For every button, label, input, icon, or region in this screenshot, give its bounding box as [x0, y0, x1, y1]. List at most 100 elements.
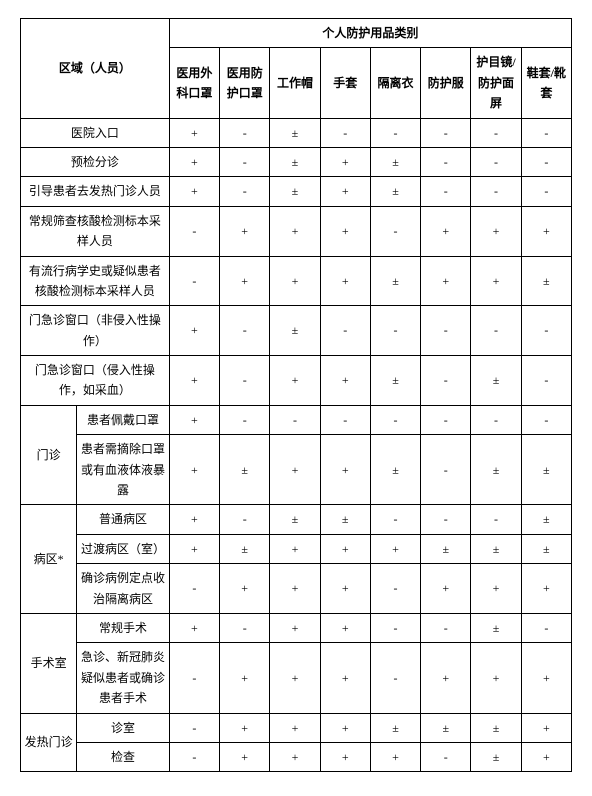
cell: +: [320, 356, 370, 406]
cell: ±: [320, 505, 370, 534]
cell: +: [521, 713, 571, 742]
cell: +: [169, 147, 219, 176]
cell: ±: [471, 356, 521, 406]
cell: -: [370, 405, 420, 434]
header-area: 区域（人员）: [21, 19, 170, 119]
cell: +: [220, 564, 270, 614]
table-row: 门急诊窗口（侵入性操作，如采血） + - + + ± - ± -: [21, 356, 572, 406]
cell: ±: [220, 534, 270, 563]
cell: ±: [471, 534, 521, 563]
cell: ±: [370, 435, 420, 505]
cell: ±: [370, 356, 420, 406]
table-row: 常规筛查核酸检测标本采样人员 - + + + - + + +: [21, 206, 572, 256]
cell: ±: [270, 306, 320, 356]
cell: +: [521, 742, 571, 771]
cell: +: [320, 206, 370, 256]
cell: -: [220, 306, 270, 356]
header-ppe-6: 护目镜/防护面屏: [471, 48, 521, 118]
cell: -: [169, 256, 219, 306]
table-row: 有流行病学史或疑似患者核酸检测标本采样人员 - + + + ± + + ±: [21, 256, 572, 306]
cell: +: [320, 613, 370, 642]
row-sub: 急诊、新冠肺炎疑似患者或确诊患者手术: [77, 643, 170, 713]
cell: -: [521, 147, 571, 176]
cell: ±: [370, 713, 420, 742]
header-ppe-7: 鞋套/靴套: [521, 48, 571, 118]
cell: -: [471, 405, 521, 434]
header-ppe-1: 医用防护口罩: [220, 48, 270, 118]
cell: -: [521, 405, 571, 434]
cell: ±: [471, 435, 521, 505]
table-row: 过渡病区（室） + ± + + + ± ± ±: [21, 534, 572, 563]
cell: +: [220, 713, 270, 742]
cell: -: [521, 306, 571, 356]
cell: +: [421, 206, 471, 256]
row-sub: 患者需摘除口罩或有血液体液暴露: [77, 435, 170, 505]
cell: -: [471, 118, 521, 147]
table-row: 门急诊窗口（非侵入性操作） + - ± - - - - -: [21, 306, 572, 356]
cell: -: [370, 613, 420, 642]
cell: -: [471, 306, 521, 356]
cell: +: [270, 206, 320, 256]
cell: +: [521, 643, 571, 713]
header-category: 个人防护用品类别: [169, 19, 571, 48]
cell: +: [370, 534, 420, 563]
cell: +: [169, 534, 219, 563]
cell: -: [320, 405, 370, 434]
row-area: 引导患者去发热门诊人员: [21, 177, 170, 206]
row-sub: 诊室: [77, 713, 170, 742]
cell: +: [521, 206, 571, 256]
cell: -: [169, 564, 219, 614]
cell: +: [169, 405, 219, 434]
cell: -: [169, 206, 219, 256]
cell: -: [220, 613, 270, 642]
cell: ±: [270, 505, 320, 534]
cell: +: [169, 177, 219, 206]
page: 区域（人员） 个人防护用品类别 医用外科口罩 医用防护口罩 工作帽 手套 隔离衣…: [0, 0, 592, 796]
header-ppe-2: 工作帽: [270, 48, 320, 118]
cell: +: [220, 742, 270, 771]
cell: ±: [521, 256, 571, 306]
cell: +: [471, 564, 521, 614]
table-row: 预检分诊 + - ± + ± - - -: [21, 147, 572, 176]
cell: +: [471, 256, 521, 306]
cell: +: [270, 256, 320, 306]
cell: -: [169, 713, 219, 742]
cell: +: [320, 742, 370, 771]
cell: ±: [370, 256, 420, 306]
row-sub: 常规手术: [77, 613, 170, 642]
cell: -: [370, 206, 420, 256]
table-row: 门诊 患者佩戴口罩 + - - - - - - -: [21, 405, 572, 434]
row-area: 医院入口: [21, 118, 170, 147]
row-sub: 确诊病例定点收治隔离病区: [77, 564, 170, 614]
cell: +: [169, 613, 219, 642]
cell: ±: [521, 435, 571, 505]
ppe-table: 区域（人员） 个人防护用品类别 医用外科口罩 医用防护口罩 工作帽 手套 隔离衣…: [20, 18, 572, 772]
cell: ±: [270, 177, 320, 206]
cell: ±: [521, 505, 571, 534]
table-row: 急诊、新冠肺炎疑似患者或确诊患者手术 - + + + - + + +: [21, 643, 572, 713]
row-area: 预检分诊: [21, 147, 170, 176]
cell: -: [169, 643, 219, 713]
cell: -: [270, 405, 320, 434]
cell: +: [370, 742, 420, 771]
cell: ±: [220, 435, 270, 505]
cell: +: [320, 564, 370, 614]
cell: -: [471, 147, 521, 176]
table-row: 医院入口 + - ± - - - - -: [21, 118, 572, 147]
cell: -: [370, 564, 420, 614]
cell: +: [421, 256, 471, 306]
table-header: 区域（人员） 个人防护用品类别 医用外科口罩 医用防护口罩 工作帽 手套 隔离衣…: [21, 19, 572, 119]
table-row: 引导患者去发热门诊人员 + - ± + ± - - -: [21, 177, 572, 206]
row-sub: 患者佩戴口罩: [77, 405, 170, 434]
cell: -: [421, 118, 471, 147]
cell: +: [320, 256, 370, 306]
row-sub: 过渡病区（室）: [77, 534, 170, 563]
cell: +: [169, 505, 219, 534]
cell: +: [421, 643, 471, 713]
row-area: 门急诊窗口（非侵入性操作）: [21, 306, 170, 356]
cell: +: [471, 643, 521, 713]
cell: +: [169, 435, 219, 505]
cell: +: [270, 534, 320, 563]
row-area: 常规筛查核酸检测标本采样人员: [21, 206, 170, 256]
header-ppe-0: 医用外科口罩: [169, 48, 219, 118]
